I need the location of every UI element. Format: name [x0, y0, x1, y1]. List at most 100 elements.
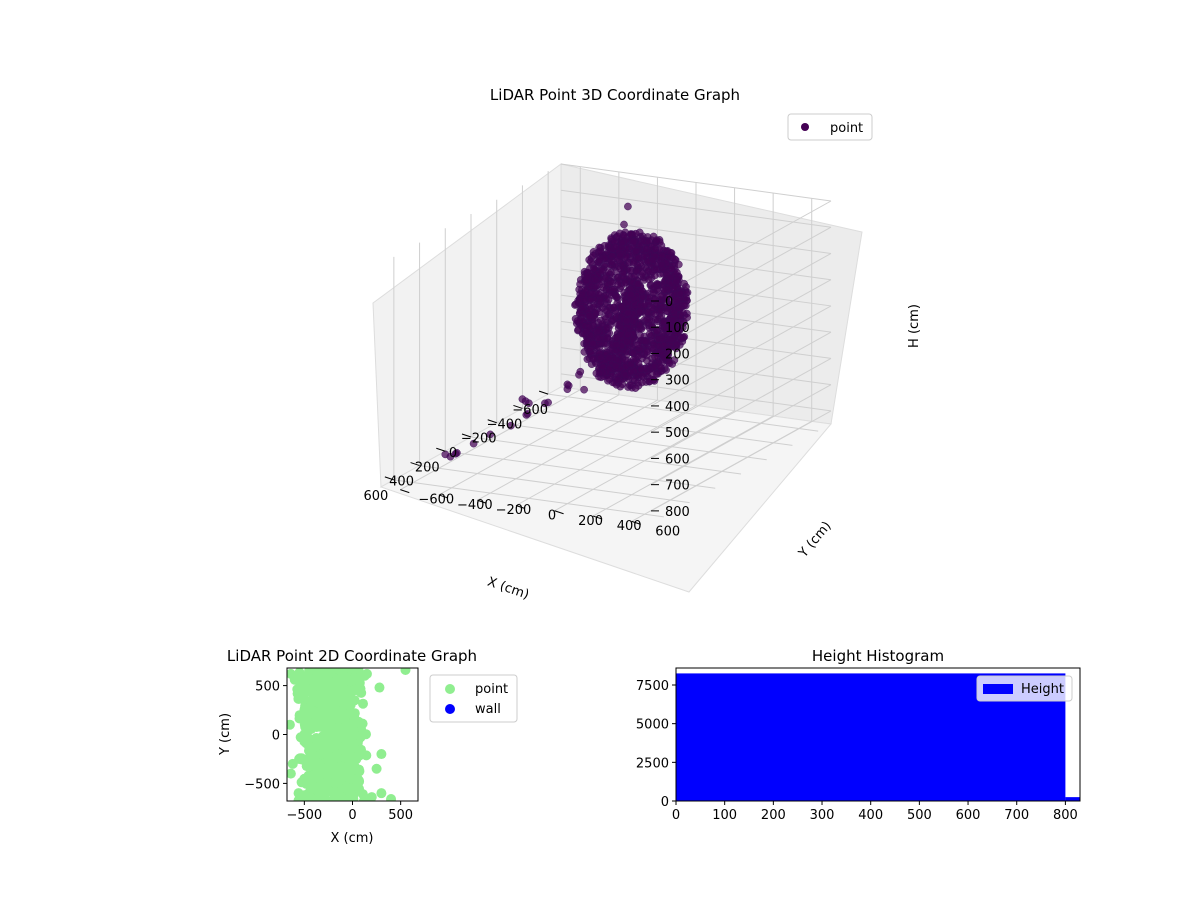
point-3d [638, 286, 646, 295]
point-3d [645, 330, 654, 338]
point-3d [574, 325, 583, 334]
point-2d [325, 717, 336, 728]
y-axis-label-3d: Y (cm) [795, 519, 834, 562]
y-tick-3d [477, 499, 487, 504]
grid-line-z-back [650, 410, 832, 512]
z-tick-label-3d: 0 [665, 295, 673, 310]
point-3d [662, 324, 671, 333]
point-2d [310, 741, 321, 752]
point-2d [330, 789, 341, 799]
y-tick-3d [631, 520, 641, 525]
point-3d [591, 276, 600, 284]
legend-histogram-swatch [983, 684, 1013, 694]
point-3d [638, 371, 646, 380]
point-2d [302, 755, 313, 766]
point-3d [585, 311, 594, 320]
x-tick-3d [410, 462, 420, 467]
point-2d [386, 794, 397, 801]
point-3d [629, 238, 638, 246]
point-3d [596, 297, 605, 306]
point-3d [597, 353, 605, 362]
legend-histogram: Height [976, 675, 1073, 702]
x-tick-label-hist: 0 [672, 808, 680, 823]
point-3d [620, 220, 628, 229]
y-tick-3d [400, 489, 410, 494]
x-tick-label-hist: 400 [858, 808, 883, 823]
point-3d [641, 337, 650, 346]
point-3d [623, 338, 631, 346]
point-2d [327, 696, 338, 707]
point-2d [331, 736, 342, 747]
x-tick-label-3d: 200 [415, 460, 440, 475]
point-3d [582, 327, 591, 336]
point-2d [317, 748, 328, 759]
point-3d [648, 304, 657, 312]
legend-3d-point-label: point [830, 121, 863, 136]
point-2d [313, 793, 324, 801]
point-2d [400, 668, 411, 675]
grid-line-z-back [650, 357, 832, 459]
point-3d [663, 307, 671, 315]
point-3d [632, 247, 640, 255]
point-3d [672, 277, 681, 286]
point-3d [607, 258, 616, 266]
x-tick-label-3d: −600 [512, 403, 548, 418]
chart-3d: LiDAR Point 3D Coordinate Graph −600−400… [363, 86, 922, 603]
point-3d [634, 279, 642, 288]
point-2d [354, 750, 365, 761]
point-3d [507, 421, 515, 430]
point-2d [349, 695, 360, 706]
x-tick-3d [513, 404, 523, 409]
x-tick-3d [538, 390, 549, 395]
z-axis-label-3d: H (cm) [907, 304, 922, 348]
point-3d [662, 293, 671, 302]
point-2d [322, 771, 333, 781]
point-3d [589, 339, 597, 348]
point-2d [304, 668, 315, 676]
x-tick-3d [487, 419, 497, 424]
y-tick-label-hist: 7500 [636, 679, 669, 694]
x-tick-label-hist: 500 [907, 808, 932, 823]
point-3d [441, 450, 450, 459]
point-3d [627, 290, 635, 299]
point-3d [612, 333, 621, 342]
point-2d [346, 773, 356, 784]
histogram-bar [1065, 797, 1080, 801]
point-3d [672, 296, 681, 304]
point-2d [299, 678, 310, 689]
y-tick-label-2d: 500 [255, 680, 280, 695]
point-3d [590, 264, 598, 273]
point-2d [376, 788, 387, 799]
point-2d [287, 768, 296, 779]
point-3d [656, 362, 664, 371]
x-tick-label-3d: −400 [487, 417, 523, 432]
chart-2d-title: LiDAR Point 2D Coordinate Graph [227, 647, 477, 665]
z-tick-label-3d: 500 [665, 426, 690, 441]
point-3d [626, 266, 635, 275]
z-tick-label-3d: 400 [665, 400, 690, 415]
point-3d [645, 377, 654, 386]
point-2d [295, 753, 306, 764]
legend-2d: point wall [429, 674, 518, 723]
point-3d [616, 251, 624, 260]
point-3d [679, 323, 687, 332]
point-3d [638, 269, 647, 278]
point-3d [677, 334, 686, 343]
point-2d [358, 698, 368, 709]
point-3d [617, 303, 626, 311]
point-3d [573, 317, 582, 325]
point-3d [624, 308, 632, 317]
point-2d [341, 783, 352, 793]
histogram-ticks: 0 100 200 300 400 500 600 700 800 0 2500 5000 7500 [636, 679, 1078, 823]
grid-line-y-floor [438, 394, 620, 496]
y-tick-3d [554, 510, 564, 515]
legend-3d-point-marker [801, 123, 809, 131]
points-2d [287, 668, 411, 801]
y-tick-label-3d: 400 [617, 519, 642, 534]
z-tick-label-3d: 800 [665, 505, 690, 520]
z-tick-label-3d: 300 [665, 374, 690, 389]
point-3d [645, 237, 653, 246]
point-3d [669, 316, 677, 324]
point-2d [344, 748, 355, 759]
